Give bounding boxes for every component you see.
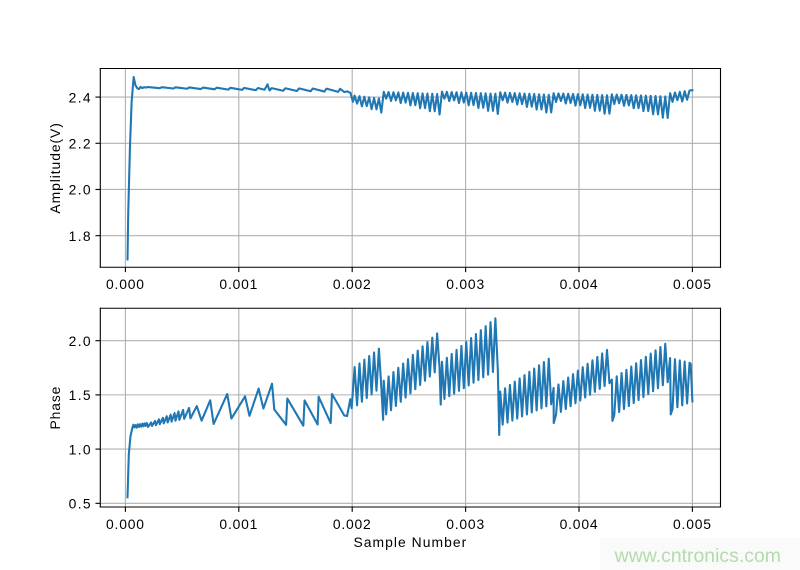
svg-text:0.002: 0.002 bbox=[333, 516, 372, 532]
svg-text:1.8: 1.8 bbox=[69, 228, 92, 244]
svg-text:0.005: 0.005 bbox=[673, 516, 712, 532]
svg-text:0.000: 0.000 bbox=[106, 516, 145, 532]
svg-text:2.2: 2.2 bbox=[69, 136, 92, 152]
svg-text:1.0: 1.0 bbox=[69, 441, 92, 457]
svg-text:0.001: 0.001 bbox=[219, 516, 258, 532]
svg-text:2.0: 2.0 bbox=[69, 333, 92, 349]
svg-text:1.5: 1.5 bbox=[69, 387, 92, 403]
svg-text:2.0: 2.0 bbox=[69, 182, 92, 198]
svg-text:0.003: 0.003 bbox=[446, 276, 485, 292]
svg-text:Phase: Phase bbox=[47, 386, 63, 430]
svg-text:0.001: 0.001 bbox=[219, 276, 258, 292]
svg-text:0.000: 0.000 bbox=[106, 276, 145, 292]
svg-text:www.cntronics.com: www.cntronics.com bbox=[614, 545, 781, 567]
svg-text:0.003: 0.003 bbox=[446, 516, 485, 532]
svg-text:0.005: 0.005 bbox=[673, 276, 712, 292]
svg-text:Sample Number: Sample Number bbox=[353, 534, 467, 550]
svg-text:Amplitude(V): Amplitude(V) bbox=[47, 122, 63, 213]
svg-text:0.004: 0.004 bbox=[560, 276, 599, 292]
svg-text:0.004: 0.004 bbox=[560, 516, 599, 532]
svg-text:0.002: 0.002 bbox=[333, 276, 372, 292]
svg-text:2.4: 2.4 bbox=[69, 89, 92, 105]
svg-text:0.5: 0.5 bbox=[69, 496, 92, 512]
